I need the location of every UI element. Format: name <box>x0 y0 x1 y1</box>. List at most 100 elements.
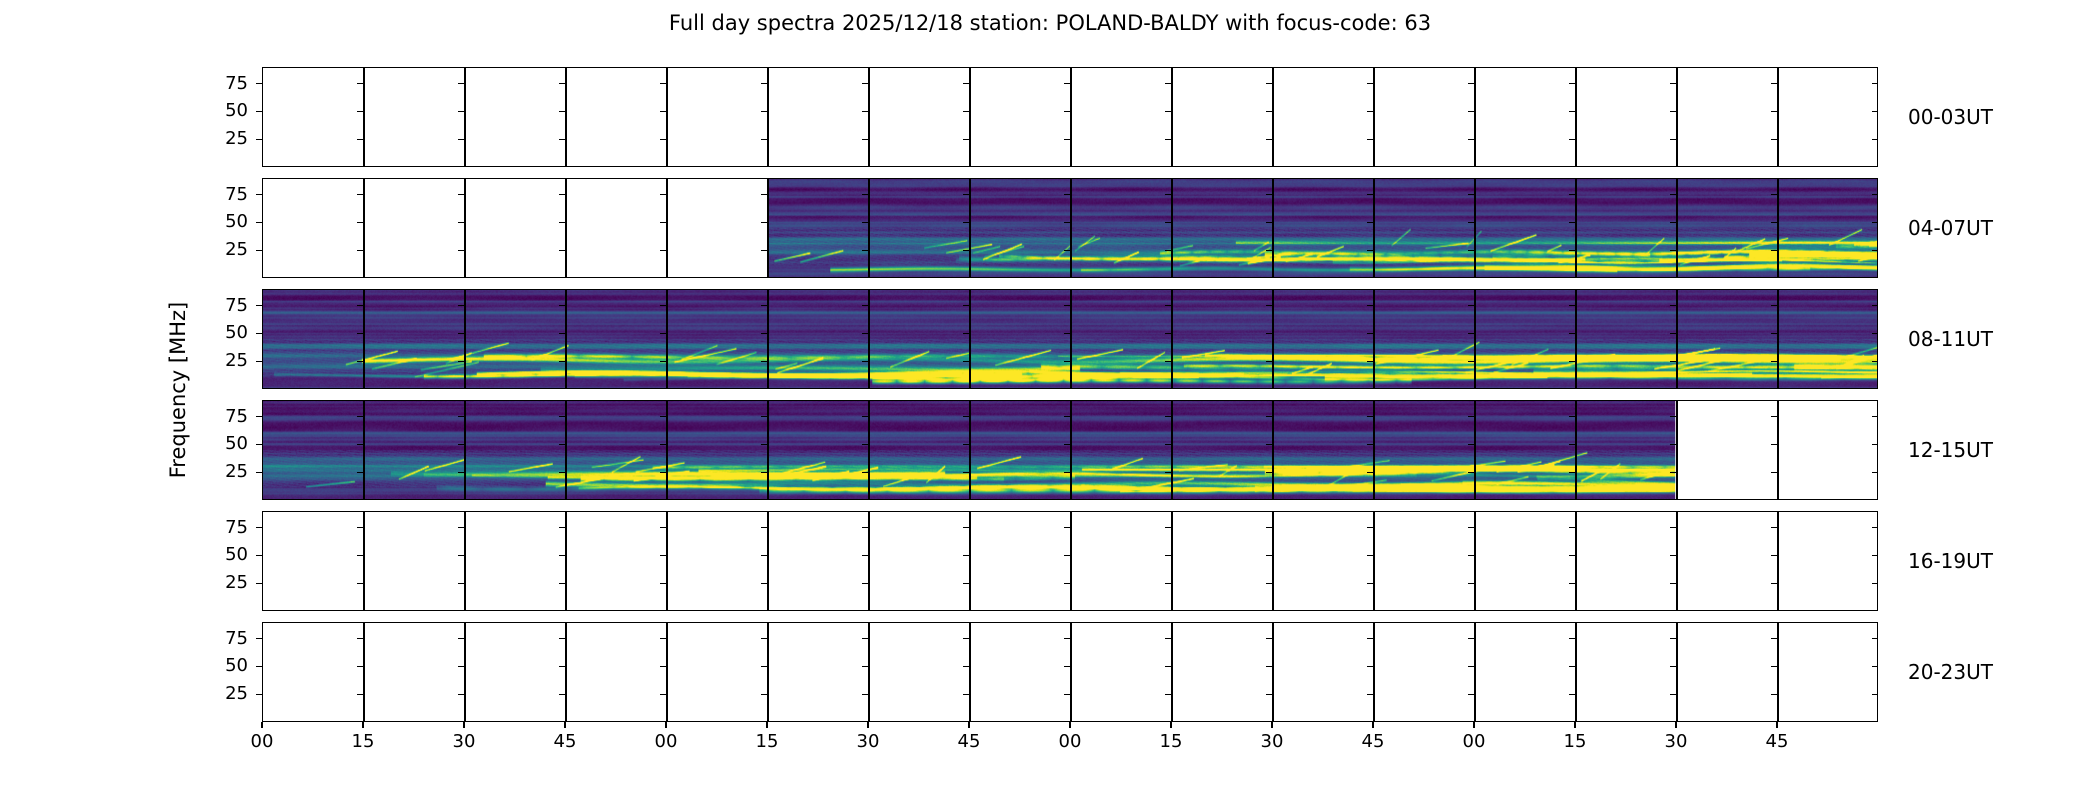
column-separator <box>666 623 668 721</box>
x-tick-label: 00 <box>654 731 678 752</box>
spectra-row-00-03ut[interactable] <box>262 67 1878 167</box>
row-label-08-11ut: 08-11UT <box>1908 327 1993 351</box>
y-tick-label: 50 <box>225 322 248 344</box>
column-separator <box>868 623 870 721</box>
y-tick-label: 25 <box>225 239 248 261</box>
y-tick-label: 25 <box>225 572 248 594</box>
x-tick-label: 15 <box>351 731 375 752</box>
column-separator <box>969 68 971 166</box>
y-tick-label: 50 <box>225 211 248 233</box>
x-tick-mark <box>1675 722 1677 728</box>
spectrogram-canvas <box>263 179 1877 277</box>
column-separator <box>1070 623 1072 721</box>
column-separator <box>565 68 567 166</box>
column-separator <box>1676 68 1678 166</box>
row-label-20-23ut: 20-23UT <box>1908 660 1993 684</box>
column-separator <box>464 623 466 721</box>
x-tick-mark <box>1372 722 1374 728</box>
y-tick-mark <box>256 249 262 251</box>
column-separator <box>1171 68 1173 166</box>
column-separator <box>868 68 870 166</box>
column-separator <box>1777 623 1779 721</box>
row-label-00-03ut: 00-03UT <box>1908 105 1993 129</box>
column-separator <box>565 512 567 610</box>
column-separator <box>1272 512 1274 610</box>
column-separator <box>1272 68 1274 166</box>
y-tick-mark <box>256 443 262 446</box>
spectra-row-08-11ut[interactable] <box>262 289 1878 389</box>
x-tick-label: 30 <box>1664 731 1688 752</box>
column-separator <box>1373 512 1375 610</box>
x-tick-mark <box>1271 722 1273 728</box>
y-tick-label: 75 <box>225 72 248 94</box>
y-tick-label: 75 <box>225 294 248 316</box>
y-tick-label: 50 <box>225 433 248 455</box>
column-separator <box>363 68 365 166</box>
y-tick-mark <box>256 527 262 529</box>
y-tick-mark <box>256 693 262 695</box>
column-separator <box>666 68 668 166</box>
column-separator <box>969 623 971 721</box>
y-tick-mark <box>256 138 262 140</box>
x-tick-label: 00 <box>1058 731 1082 752</box>
column-separator <box>1676 512 1678 610</box>
y-tick-label: 50 <box>225 655 248 677</box>
column-separator <box>969 512 971 610</box>
column-separator <box>464 68 466 166</box>
column-separator <box>666 512 668 610</box>
column-separator <box>1272 623 1274 721</box>
x-tick-mark <box>261 722 263 728</box>
y-tick-label: 75 <box>225 183 248 205</box>
column-separator <box>1575 512 1577 610</box>
x-tick-label: 45 <box>957 731 981 752</box>
x-tick-mark <box>1776 722 1778 728</box>
y-tick-mark <box>256 582 262 584</box>
column-separator <box>1474 512 1476 610</box>
y-tick-mark <box>256 554 262 557</box>
x-tick-label: 30 <box>1260 731 1284 752</box>
x-tick-mark <box>1574 722 1576 728</box>
column-separator <box>1777 68 1779 166</box>
y-tick-mark <box>256 305 262 307</box>
x-tick-label: 15 <box>1159 731 1183 752</box>
column-separator <box>1373 623 1375 721</box>
x-tick-label: 15 <box>1563 731 1587 752</box>
column-separator <box>767 512 769 610</box>
x-tick-label: 30 <box>452 731 476 752</box>
y-tick-mark <box>256 194 262 196</box>
column-separator <box>767 68 769 166</box>
column-separator <box>1575 68 1577 166</box>
y-tick-label: 25 <box>225 128 248 150</box>
page-title: Full day spectra 2025/12/18 station: POL… <box>668 11 1432 35</box>
x-tick-mark <box>463 722 465 728</box>
spectra-row-04-07ut[interactable] <box>262 178 1878 278</box>
column-separator <box>868 512 870 610</box>
y-tick-label: 25 <box>225 683 248 705</box>
x-tick-label: 00 <box>250 731 274 752</box>
column-separator <box>1171 623 1173 721</box>
y-tick-mark <box>256 416 262 418</box>
column-separator <box>1777 512 1779 610</box>
y-tick-mark <box>256 665 262 668</box>
spectra-row-12-15ut[interactable] <box>262 400 1878 500</box>
x-tick-label: 15 <box>755 731 779 752</box>
y-tick-mark <box>256 360 262 362</box>
y-tick-mark <box>256 221 262 224</box>
y-tick-label: 25 <box>225 461 248 483</box>
column-separator <box>1171 512 1173 610</box>
x-tick-mark <box>968 722 970 728</box>
y-tick-mark <box>256 110 262 113</box>
x-tick-mark <box>665 722 667 728</box>
spectrogram-canvas <box>263 401 1877 499</box>
spectra-row-20-23ut[interactable] <box>262 622 1878 722</box>
x-tick-mark <box>1069 722 1071 728</box>
y-tick-mark <box>256 332 262 335</box>
spectra-row-16-19ut[interactable] <box>262 511 1878 611</box>
x-tick-label: 45 <box>1361 731 1385 752</box>
column-separator <box>1474 623 1476 721</box>
column-separator <box>565 623 567 721</box>
y-tick-label: 75 <box>225 627 248 649</box>
y-tick-mark <box>256 83 262 85</box>
column-separator <box>1070 512 1072 610</box>
